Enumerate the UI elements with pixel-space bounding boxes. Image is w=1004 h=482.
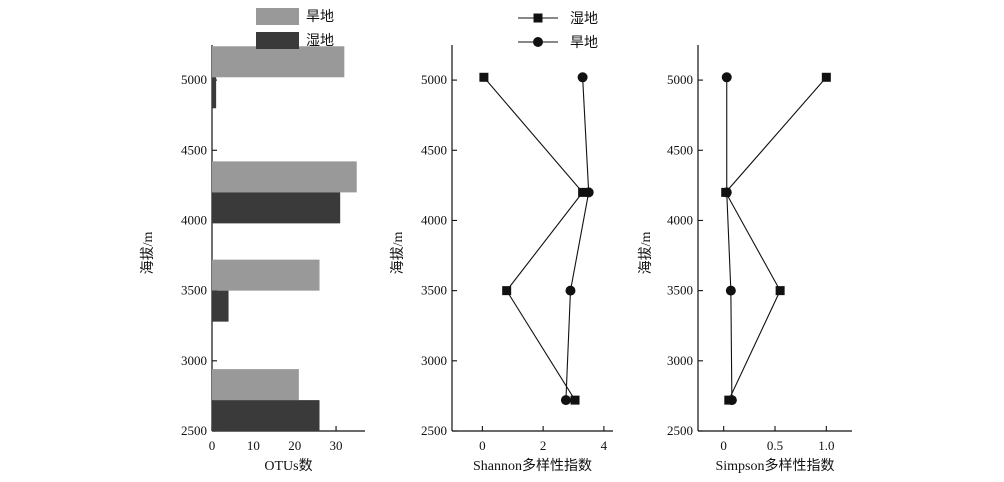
data-point-square — [479, 72, 489, 82]
series-line — [483, 76, 584, 401]
data-point-circle — [725, 285, 736, 296]
data-point-circle — [721, 72, 732, 83]
legend-swatch — [256, 32, 299, 49]
y-tick-label: 2500 — [421, 423, 447, 438]
x-axis-title: Simpson多样性指数 — [715, 457, 834, 474]
legend-label: 湿地 — [570, 11, 598, 27]
legend-label: 湿地 — [306, 33, 334, 49]
legend-marker-square — [533, 13, 543, 23]
y-tick-label: 5000 — [421, 72, 447, 87]
data-point-square — [775, 286, 785, 296]
data-point-circle — [726, 395, 737, 406]
x-tick-label: 1.0 — [818, 438, 834, 453]
y-tick-label: 4500 — [667, 142, 693, 157]
otus-bar-chart: 2500 3000 3500 4000 4500 5000 0 10 20 30 OTUs数 海拔/m… — [140, 8, 365, 474]
x-tick-label: 2 — [540, 438, 547, 453]
data-point-square — [578, 187, 588, 197]
y-tick-label: 4000 — [421, 212, 447, 227]
x-tick-label: 0 — [479, 438, 486, 453]
shannon-line-chart: 2500 3000 3500 4000 4500 5000 0 2 4 Shannon多样性指数 海… — [390, 11, 613, 474]
series-line — [725, 76, 827, 401]
legend-marker-circle — [533, 37, 543, 47]
y-tick-label: 4500 — [181, 142, 207, 157]
x-axis-title: Shannon多样性指数 — [473, 457, 592, 474]
simpson-line-chart: 2500 3000 3500 4000 4500 5000 0 0.5 1.0 Simpson多样… — [638, 45, 852, 474]
y-tick-label: 3000 — [667, 353, 693, 368]
y-axis-title: 海拔/m — [638, 232, 654, 275]
bar-wetland — [212, 192, 341, 224]
series-line — [726, 77, 733, 401]
y-tick-label: 5000 — [667, 72, 693, 87]
series-line — [565, 77, 590, 401]
bar-dryland — [212, 46, 345, 78]
bar-wetland — [212, 290, 229, 322]
data-point-square — [570, 395, 580, 405]
data-point-square — [502, 286, 512, 296]
y-tick-label: 3000 — [421, 353, 447, 368]
x-tick-label: 4 — [601, 438, 608, 453]
x-tick-label: 0 — [209, 438, 216, 453]
data-point-circle — [560, 395, 571, 406]
x-tick-label: 30 — [330, 438, 343, 453]
y-tick-label: 4000 — [181, 212, 207, 227]
x-tick-label: 0 — [720, 438, 727, 453]
x-axis-title: OTUs数 — [264, 458, 312, 474]
y-tick-label: 4000 — [667, 212, 693, 227]
y-tick-label: 3500 — [181, 283, 207, 298]
legend-swatch — [256, 8, 299, 25]
bar-dryland — [212, 369, 299, 401]
x-tick-label: 10 — [247, 438, 260, 453]
y-tick-label: 4500 — [421, 142, 447, 157]
x-tick-label: 0.5 — [767, 438, 783, 453]
data-point-square — [821, 72, 831, 82]
x-tick-label: 20 — [288, 438, 301, 453]
data-point-circle — [583, 187, 594, 198]
legend-label: 旱地 — [306, 9, 334, 25]
bar-wetland — [212, 400, 320, 432]
y-axis-title: 海拔/m — [390, 232, 406, 275]
data-point-circle — [721, 187, 732, 198]
bar-wetland — [212, 77, 217, 109]
legend-label: 旱地 — [570, 35, 598, 51]
bar-dryland — [212, 161, 357, 193]
y-tick-label: 2500 — [181, 423, 207, 438]
y-tick-label: 3500 — [667, 283, 693, 298]
y-tick-label: 3500 — [421, 283, 447, 298]
data-point-circle — [565, 285, 576, 296]
y-axis-title: 海拔/m — [140, 232, 156, 275]
y-tick-label: 5000 — [181, 72, 207, 87]
bar-dryland — [212, 259, 320, 291]
data-point-circle — [577, 72, 588, 83]
y-tick-label: 3000 — [181, 353, 207, 368]
y-tick-label: 2500 — [667, 423, 693, 438]
